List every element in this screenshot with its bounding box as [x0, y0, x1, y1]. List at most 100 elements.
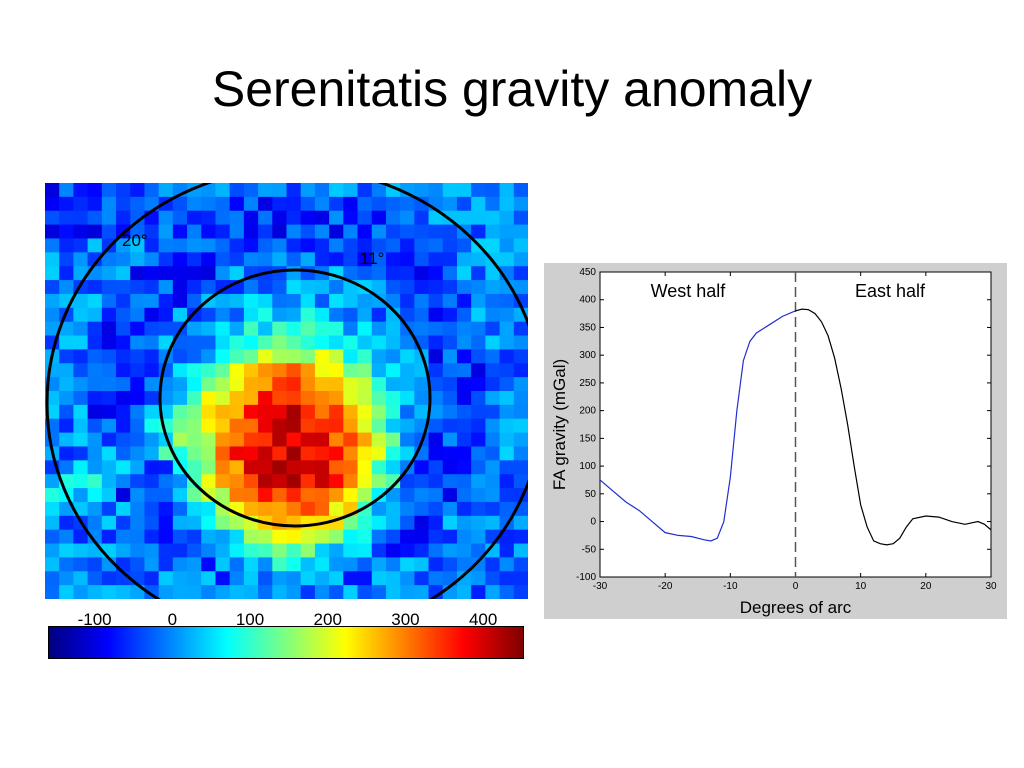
heatmap-cell: [286, 307, 302, 323]
heatmap-cell: [428, 557, 444, 572]
heatmap-cell: [371, 349, 387, 364]
heatmap-cell: [158, 224, 174, 240]
heatmap-cell: [385, 335, 401, 350]
heatmap-cell: [456, 391, 472, 406]
heatmap-cell: [258, 252, 273, 267]
heatmap-cell: [329, 377, 344, 392]
heatmap-cell: [187, 460, 202, 475]
heatmap-cell: [400, 585, 415, 599]
heatmap-cell: [485, 266, 501, 281]
heatmap-cell: [229, 391, 245, 406]
heatmap-cell: [201, 446, 217, 461]
heatmap-cell: [187, 377, 202, 392]
y-tick-label: 400: [579, 295, 596, 306]
heatmap-cell: [272, 349, 288, 364]
heatmap-cell: [499, 418, 515, 434]
heatmap-cell: [286, 293, 302, 309]
heatmap-cell: [59, 529, 75, 545]
heatmap-cell: [59, 432, 75, 448]
heatmap-cell: [243, 501, 259, 517]
heatmap-cell: [158, 501, 174, 517]
heatmap-cell: [201, 571, 217, 586]
heatmap-cell: [456, 488, 472, 503]
heatmap-cell: [357, 377, 373, 392]
heatmap-cell: [59, 446, 75, 461]
heatmap-cell: [400, 432, 415, 448]
heatmap-cell: [130, 501, 146, 517]
heatmap-cell: [300, 543, 316, 558]
east-half-line: [795, 308, 992, 546]
colorbar-tick-label: 400: [468, 610, 498, 629]
heatmap-cell: [130, 377, 146, 392]
heatmap-cell: [371, 224, 387, 240]
heatmap-cell: [329, 335, 344, 350]
heatmap-cell: [286, 515, 302, 531]
heatmap-cell: [116, 585, 131, 599]
heatmap-cell: [314, 335, 330, 350]
heatmap-cell: [87, 210, 103, 226]
heatmap-cell: [371, 501, 387, 517]
heatmap-cell: [428, 280, 444, 295]
heatmap-cell: [101, 460, 117, 475]
half-annotation: West half: [651, 281, 727, 301]
heatmap-cell: [485, 488, 501, 503]
heatmap-cell: [456, 529, 472, 545]
heatmap-cell: [314, 363, 330, 378]
heatmap-cell: [45, 238, 60, 253]
heatmap-cell: [471, 349, 486, 364]
heatmap-cell: [258, 307, 273, 323]
heatmap-cell: [144, 391, 160, 406]
heatmap-cell: [343, 432, 359, 448]
heatmap-cell: [456, 571, 472, 586]
heatmap-cell: [329, 252, 344, 267]
heatmap-cell: [499, 488, 515, 503]
heatmap-cell: [187, 252, 202, 267]
heatmap-cell: [229, 585, 245, 599]
heatmap-cell: [329, 307, 344, 323]
heatmap-cell: [201, 543, 217, 558]
heatmap-cell: [371, 404, 387, 420]
heatmap-cell: [442, 293, 458, 309]
heatmap-cell: [442, 238, 458, 253]
heatmap-cell: [357, 446, 373, 461]
heatmap-cell: [158, 585, 174, 599]
heatmap-cell: [130, 349, 146, 364]
heatmap-cell: [385, 404, 401, 420]
heatmap-cell: [329, 529, 344, 545]
heatmap-cell: [87, 224, 103, 240]
heatmap-cell: [45, 529, 60, 545]
heatmap-cell: [428, 543, 444, 558]
heatmap-cell: [485, 377, 501, 392]
heatmap-cell: [144, 529, 160, 545]
heatmap-cell: [87, 460, 103, 475]
heatmap-cell: [116, 377, 131, 392]
heatmap-cell: [385, 571, 401, 586]
heatmap-cell: [499, 335, 515, 350]
heatmap-cell: [343, 446, 359, 461]
heatmap-cell: [343, 488, 359, 503]
heatmap-cell: [385, 266, 401, 281]
heatmap-cell: [172, 543, 188, 558]
colorbar-tick-label: 300: [391, 610, 420, 629]
heatmap-cell: [215, 585, 231, 599]
heatmap-cell: [400, 543, 415, 558]
heatmap-cell: [144, 404, 160, 420]
heatmap-cell: [243, 280, 259, 295]
heatmap-cell: [314, 446, 330, 461]
heatmap-cell: [428, 404, 444, 420]
heatmap-cell: [73, 418, 89, 434]
heatmap-cell: [116, 238, 131, 253]
heatmap-cell: [300, 446, 316, 461]
heatmap-cell: [130, 488, 146, 503]
heatmap-cell: [314, 474, 330, 489]
heatmap-cell: [116, 349, 131, 364]
heatmap-cell: [456, 307, 472, 323]
heatmap-cell: [116, 404, 131, 420]
heatmap-cell: [329, 238, 344, 253]
heatmap-cell: [414, 321, 430, 337]
heatmap-cell: [116, 543, 131, 558]
heatmap-cell: [45, 391, 60, 406]
heatmap-cell: [201, 460, 217, 475]
heatmap-cell: [201, 432, 217, 448]
heatmap-cell: [144, 224, 160, 240]
